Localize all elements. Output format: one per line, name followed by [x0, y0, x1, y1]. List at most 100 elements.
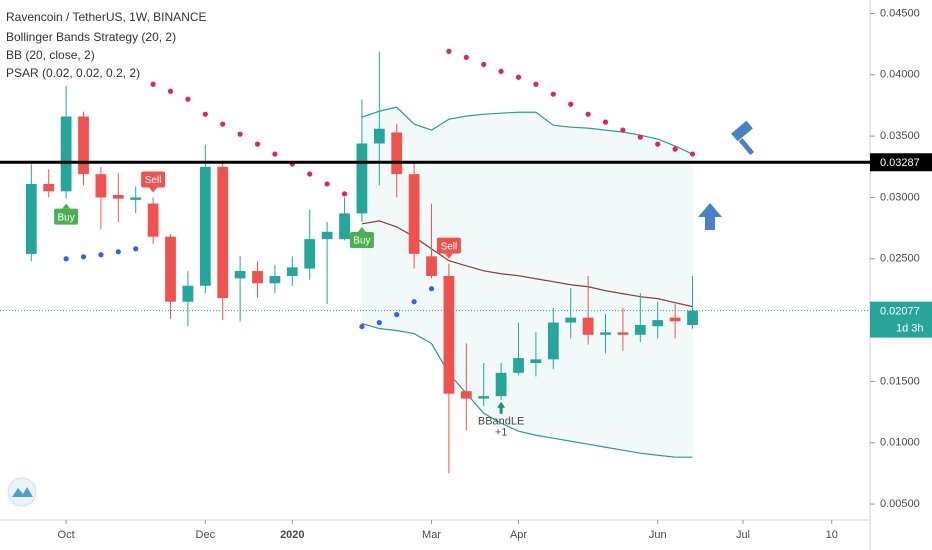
signal-pointer	[357, 226, 366, 232]
candle-body	[339, 213, 350, 240]
psar-dot	[341, 191, 348, 197]
indicator-label: PSAR (0.02, 0.02, 0.2, 2)	[6, 66, 140, 80]
candle-body	[530, 359, 542, 364]
signal-box	[54, 208, 79, 225]
signal-box	[436, 237, 461, 254]
psar-dot	[655, 141, 661, 147]
candle-body	[426, 256, 437, 276]
candle-body	[634, 325, 646, 335]
signal-label: Sell	[145, 175, 162, 186]
indicator-label: BB (20, close, 2)	[6, 48, 95, 62]
y-tick-label: 0.03500	[880, 130, 920, 142]
logo	[7, 477, 37, 507]
candle-body	[252, 271, 263, 284]
indicator-label: Bollinger Bands Strategy (20, 2)	[6, 30, 176, 44]
candle-body	[95, 174, 107, 198]
candle-body	[147, 203, 159, 237]
candle-body	[513, 358, 524, 373]
candle-body	[443, 275, 455, 394]
psar-dot	[428, 286, 435, 292]
x-tick-label: 2020	[280, 529, 304, 541]
candle-body	[687, 310, 698, 325]
psar-dot	[602, 119, 609, 125]
psar-dot	[133, 246, 139, 252]
signal-box	[349, 231, 374, 248]
y-tick-label: 0.00500	[880, 498, 920, 510]
candle-body	[373, 128, 385, 144]
last-price-label: 0.02077	[880, 306, 920, 318]
signal-pointer	[444, 253, 453, 259]
x-tick-label: Mar	[422, 529, 441, 541]
psar-dot	[463, 54, 469, 60]
psar-dot	[185, 96, 191, 102]
candle-body	[217, 166, 229, 299]
psar-dot	[550, 91, 556, 97]
signal-label: Buy	[58, 212, 75, 223]
psar-dot	[324, 181, 330, 187]
candle-body	[600, 332, 611, 335]
plot	[25, 48, 698, 474]
candle-body	[582, 317, 594, 335]
candle-body	[356, 143, 368, 214]
candle-body	[269, 275, 281, 284]
candle-body	[199, 166, 211, 286]
psar-dot	[533, 81, 539, 87]
entry-arrow	[497, 401, 506, 414]
signal-pointer	[149, 187, 158, 193]
psar-dot	[481, 61, 487, 67]
candle-body	[617, 332, 629, 335]
psar-dot	[307, 171, 313, 177]
x-tick-label: Jun	[649, 529, 667, 541]
candle-body	[60, 116, 72, 192]
psar-dot	[63, 256, 69, 262]
y-tick-label: 0.01500	[880, 375, 920, 387]
psar-dot	[620, 127, 626, 133]
psar-dot	[498, 68, 504, 74]
psar-dot	[220, 121, 226, 127]
bb-upper-line	[361, 106, 693, 155]
candle-body	[25, 183, 37, 254]
candle-body	[321, 231, 333, 240]
psar-dot	[272, 151, 278, 157]
arrow-up-icon	[698, 203, 722, 230]
chart-title: Ravencoin / TetherUS, 1W, BINANCE	[6, 10, 207, 24]
psar-dot	[150, 81, 156, 87]
entry-label: BBandLE	[478, 416, 524, 428]
entry-qty: +1	[495, 427, 508, 439]
candle-body	[43, 183, 55, 192]
signal-label: Sell	[441, 241, 458, 252]
candle-body	[182, 285, 194, 302]
hline-tag-label: 0.03287	[880, 157, 920, 169]
countdown-label: 1d 3h	[896, 323, 924, 335]
y-tick-label: 0.03000	[880, 191, 920, 203]
psar-dot	[568, 101, 574, 107]
psar-dot	[376, 319, 382, 326]
y-tick-label: 0.02500	[880, 253, 920, 265]
y-tick-label: 0.01000	[880, 437, 920, 449]
candle-body	[286, 267, 298, 276]
band-fill	[361, 107, 693, 458]
psar-dot	[115, 249, 121, 255]
bb-lower-line	[361, 322, 693, 458]
hline-tag	[870, 153, 932, 172]
y-tick-label: 0.04000	[880, 69, 920, 81]
psar-dot	[167, 88, 174, 94]
psar-dot	[585, 111, 591, 117]
x-tick-label: Apr	[510, 529, 527, 541]
psar-dot	[446, 48, 452, 54]
psar-dot	[672, 146, 678, 152]
candle-body	[165, 236, 176, 302]
psar-dot	[254, 141, 261, 147]
candle-body	[234, 271, 246, 279]
candle-body	[408, 174, 420, 254]
candle-body	[304, 239, 316, 269]
psar-dot	[394, 311, 400, 318]
y-tick-label: 0.04500	[880, 7, 920, 19]
signal-pointer	[62, 203, 71, 209]
candle-body	[652, 320, 664, 327]
psar-dot	[515, 74, 522, 80]
signal-box	[141, 171, 166, 188]
candle-body	[78, 116, 89, 175]
